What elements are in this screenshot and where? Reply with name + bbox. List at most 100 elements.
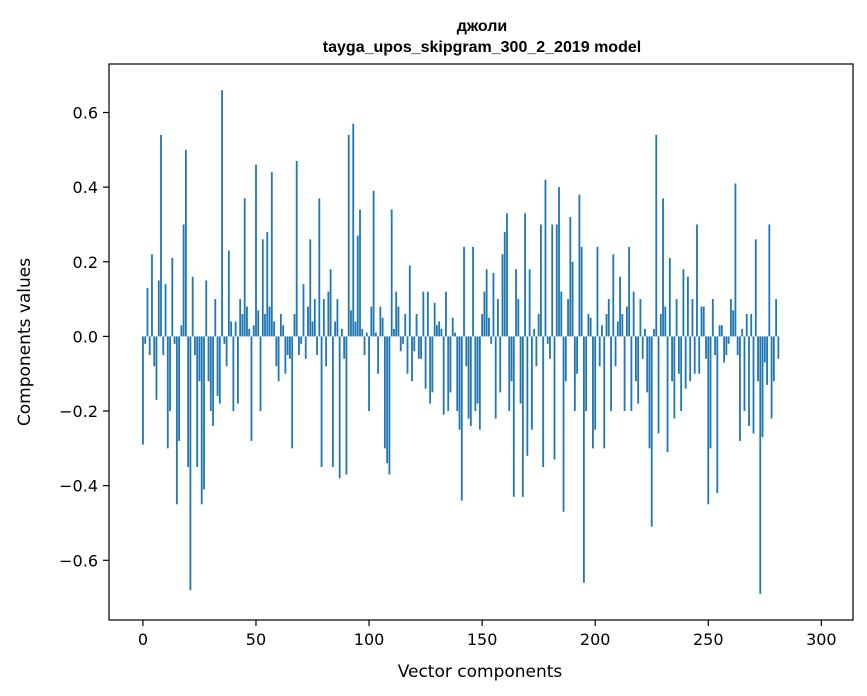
bar — [625, 306, 628, 337]
bar — [569, 216, 572, 337]
bar — [463, 246, 465, 337]
bar — [490, 336, 493, 344]
bar — [246, 306, 248, 337]
bar — [598, 336, 601, 367]
bar — [614, 336, 617, 367]
bar — [601, 325, 603, 337]
bar — [352, 123, 355, 337]
bar — [155, 336, 158, 400]
bar — [370, 306, 373, 337]
bar — [223, 336, 226, 344]
bar — [537, 314, 540, 337]
bar — [440, 328, 443, 337]
bar — [540, 224, 542, 337]
bar — [239, 299, 242, 337]
bar — [544, 179, 547, 337]
bar — [424, 336, 427, 389]
bar — [316, 336, 318, 356]
bar — [691, 299, 694, 337]
bar — [182, 224, 185, 337]
bar — [680, 336, 683, 412]
bar — [166, 336, 169, 449]
bar — [702, 306, 705, 337]
bar — [725, 336, 728, 356]
bar — [157, 280, 160, 337]
bar — [492, 272, 495, 337]
bar — [687, 276, 689, 337]
bar — [171, 258, 174, 337]
bar — [752, 336, 755, 434]
bar — [555, 224, 558, 337]
y-tick-label: −0.2 — [59, 402, 98, 421]
bar — [148, 336, 151, 356]
bar — [766, 336, 768, 385]
bar — [526, 336, 529, 456]
bar — [325, 336, 327, 367]
bar — [497, 299, 499, 337]
y-axis-label: Components values — [15, 258, 35, 426]
bar — [402, 336, 404, 344]
bar — [302, 284, 305, 337]
bar — [714, 336, 716, 356]
bar — [623, 336, 626, 412]
bar — [657, 336, 660, 434]
bar — [298, 336, 300, 356]
bar — [309, 239, 312, 337]
bar — [549, 336, 551, 359]
bar — [530, 336, 533, 430]
bar — [476, 336, 479, 404]
bar — [445, 291, 447, 337]
bar — [578, 194, 581, 337]
bar — [535, 336, 538, 367]
bar — [341, 328, 343, 337]
bar — [417, 336, 420, 359]
bar — [693, 336, 696, 374]
bar — [689, 336, 692, 382]
bar — [227, 250, 230, 337]
bar — [775, 299, 778, 337]
bar — [768, 224, 771, 337]
bar — [311, 321, 314, 337]
bar — [745, 314, 748, 337]
bar — [508, 336, 511, 412]
bar — [664, 306, 667, 337]
bar — [546, 336, 549, 344]
bar — [677, 336, 680, 374]
bar — [377, 336, 380, 374]
bar — [237, 336, 239, 404]
bar — [334, 321, 337, 337]
bar — [175, 336, 178, 505]
bar — [723, 336, 726, 363]
bar — [187, 336, 190, 467]
y-tick-label: 0.0 — [73, 327, 98, 346]
bar — [761, 336, 764, 438]
x-tick-label: 0 — [138, 630, 148, 649]
bar — [635, 336, 637, 382]
bar — [675, 299, 678, 337]
bar — [524, 213, 526, 337]
bar — [772, 336, 775, 382]
bar — [748, 336, 750, 426]
x-tick-label: 150 — [467, 630, 498, 649]
bar — [164, 284, 167, 337]
bar — [698, 336, 701, 374]
bar — [465, 336, 468, 367]
bar — [560, 291, 563, 337]
bar — [270, 172, 273, 337]
bar — [180, 325, 183, 337]
bar — [655, 134, 658, 337]
bar — [571, 261, 574, 337]
bar — [259, 336, 262, 412]
bar — [189, 336, 192, 591]
bar — [212, 336, 214, 426]
x-axis-label: Vector components — [398, 662, 563, 682]
x-tick-label: 300 — [806, 630, 837, 649]
bar — [214, 299, 217, 337]
bar — [169, 336, 171, 412]
bar — [750, 314, 753, 337]
bar — [216, 336, 219, 397]
bar — [331, 336, 334, 467]
bar — [178, 336, 181, 441]
bar — [754, 239, 757, 337]
bar — [469, 336, 472, 426]
